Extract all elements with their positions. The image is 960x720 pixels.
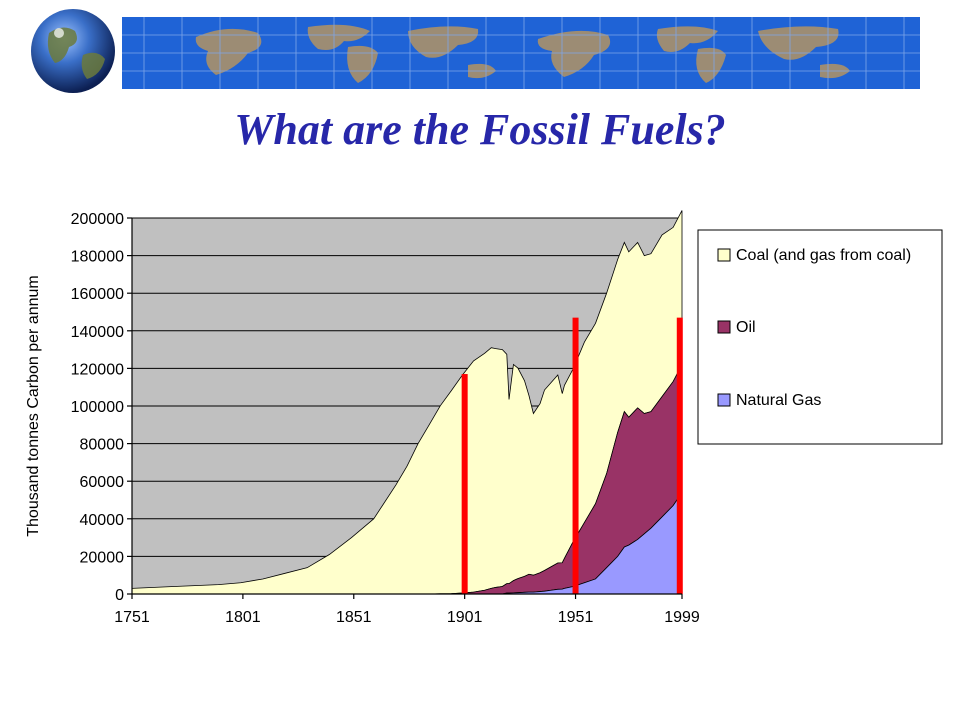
y-tick-label: 180000 [71,249,124,266]
legend-box [697,229,943,445]
y-tick-label: 80000 [80,437,125,454]
y-tick-labels: 0 20000 40000 60000 80000 100000 120000 140000 1… [71,211,124,604]
y-axis-label: Thousand tonnes Carbon per annum [25,275,42,537]
vertical-marker [461,374,468,594]
legend-label-natural-gas: Natural Gas [736,392,821,409]
globe-icon [25,7,125,95]
legend: Coal (and gas from coal) Oil Natural Gas [697,229,943,445]
x-tick-labels: 1751 1801 1851 1901 1951 1999 [114,609,700,626]
x-tick-label: 1851 [336,609,372,626]
vertical-marker [676,317,683,594]
chart-svg: 0 20000 40000 60000 80000 100000 120000 140000 1… [25,210,943,626]
y-tick-label: 160000 [71,286,124,303]
x-tick-label: 1951 [558,609,594,626]
world-map-icon [108,17,920,89]
slide-title: What are the Fossil Fuels? [234,105,726,154]
y-tick-label: 20000 [80,549,125,566]
chart-axes [127,217,683,599]
legend-swatch-natural-gas [717,393,731,407]
x-tick-label: 1901 [447,609,483,626]
y-tick-label: 40000 [80,512,125,529]
x-tick-label: 1751 [114,609,150,626]
world-map-banner [108,17,920,89]
legend-swatch-coal [717,248,731,262]
legend-swatch-oil [717,320,731,334]
fossil-fuel-emissions-chart: 0 20000 40000 60000 80000 100000 120000 140000 1… [0,190,960,650]
y-tick-label: 200000 [71,211,124,228]
y-tick-label: 120000 [71,361,124,378]
y-tick-label: 0 [115,587,124,604]
legend-label-coal: Coal (and gas from coal) [736,247,911,264]
legend-label-oil: Oil [736,319,756,336]
y-tick-label: 60000 [80,474,125,491]
y-tick-label: 100000 [71,399,124,416]
y-tick-label: 140000 [71,324,124,341]
vertical-marker [572,317,579,594]
x-tick-label: 1999 [664,609,700,626]
x-tick-label: 1801 [225,609,261,626]
chart-markers [461,317,683,594]
